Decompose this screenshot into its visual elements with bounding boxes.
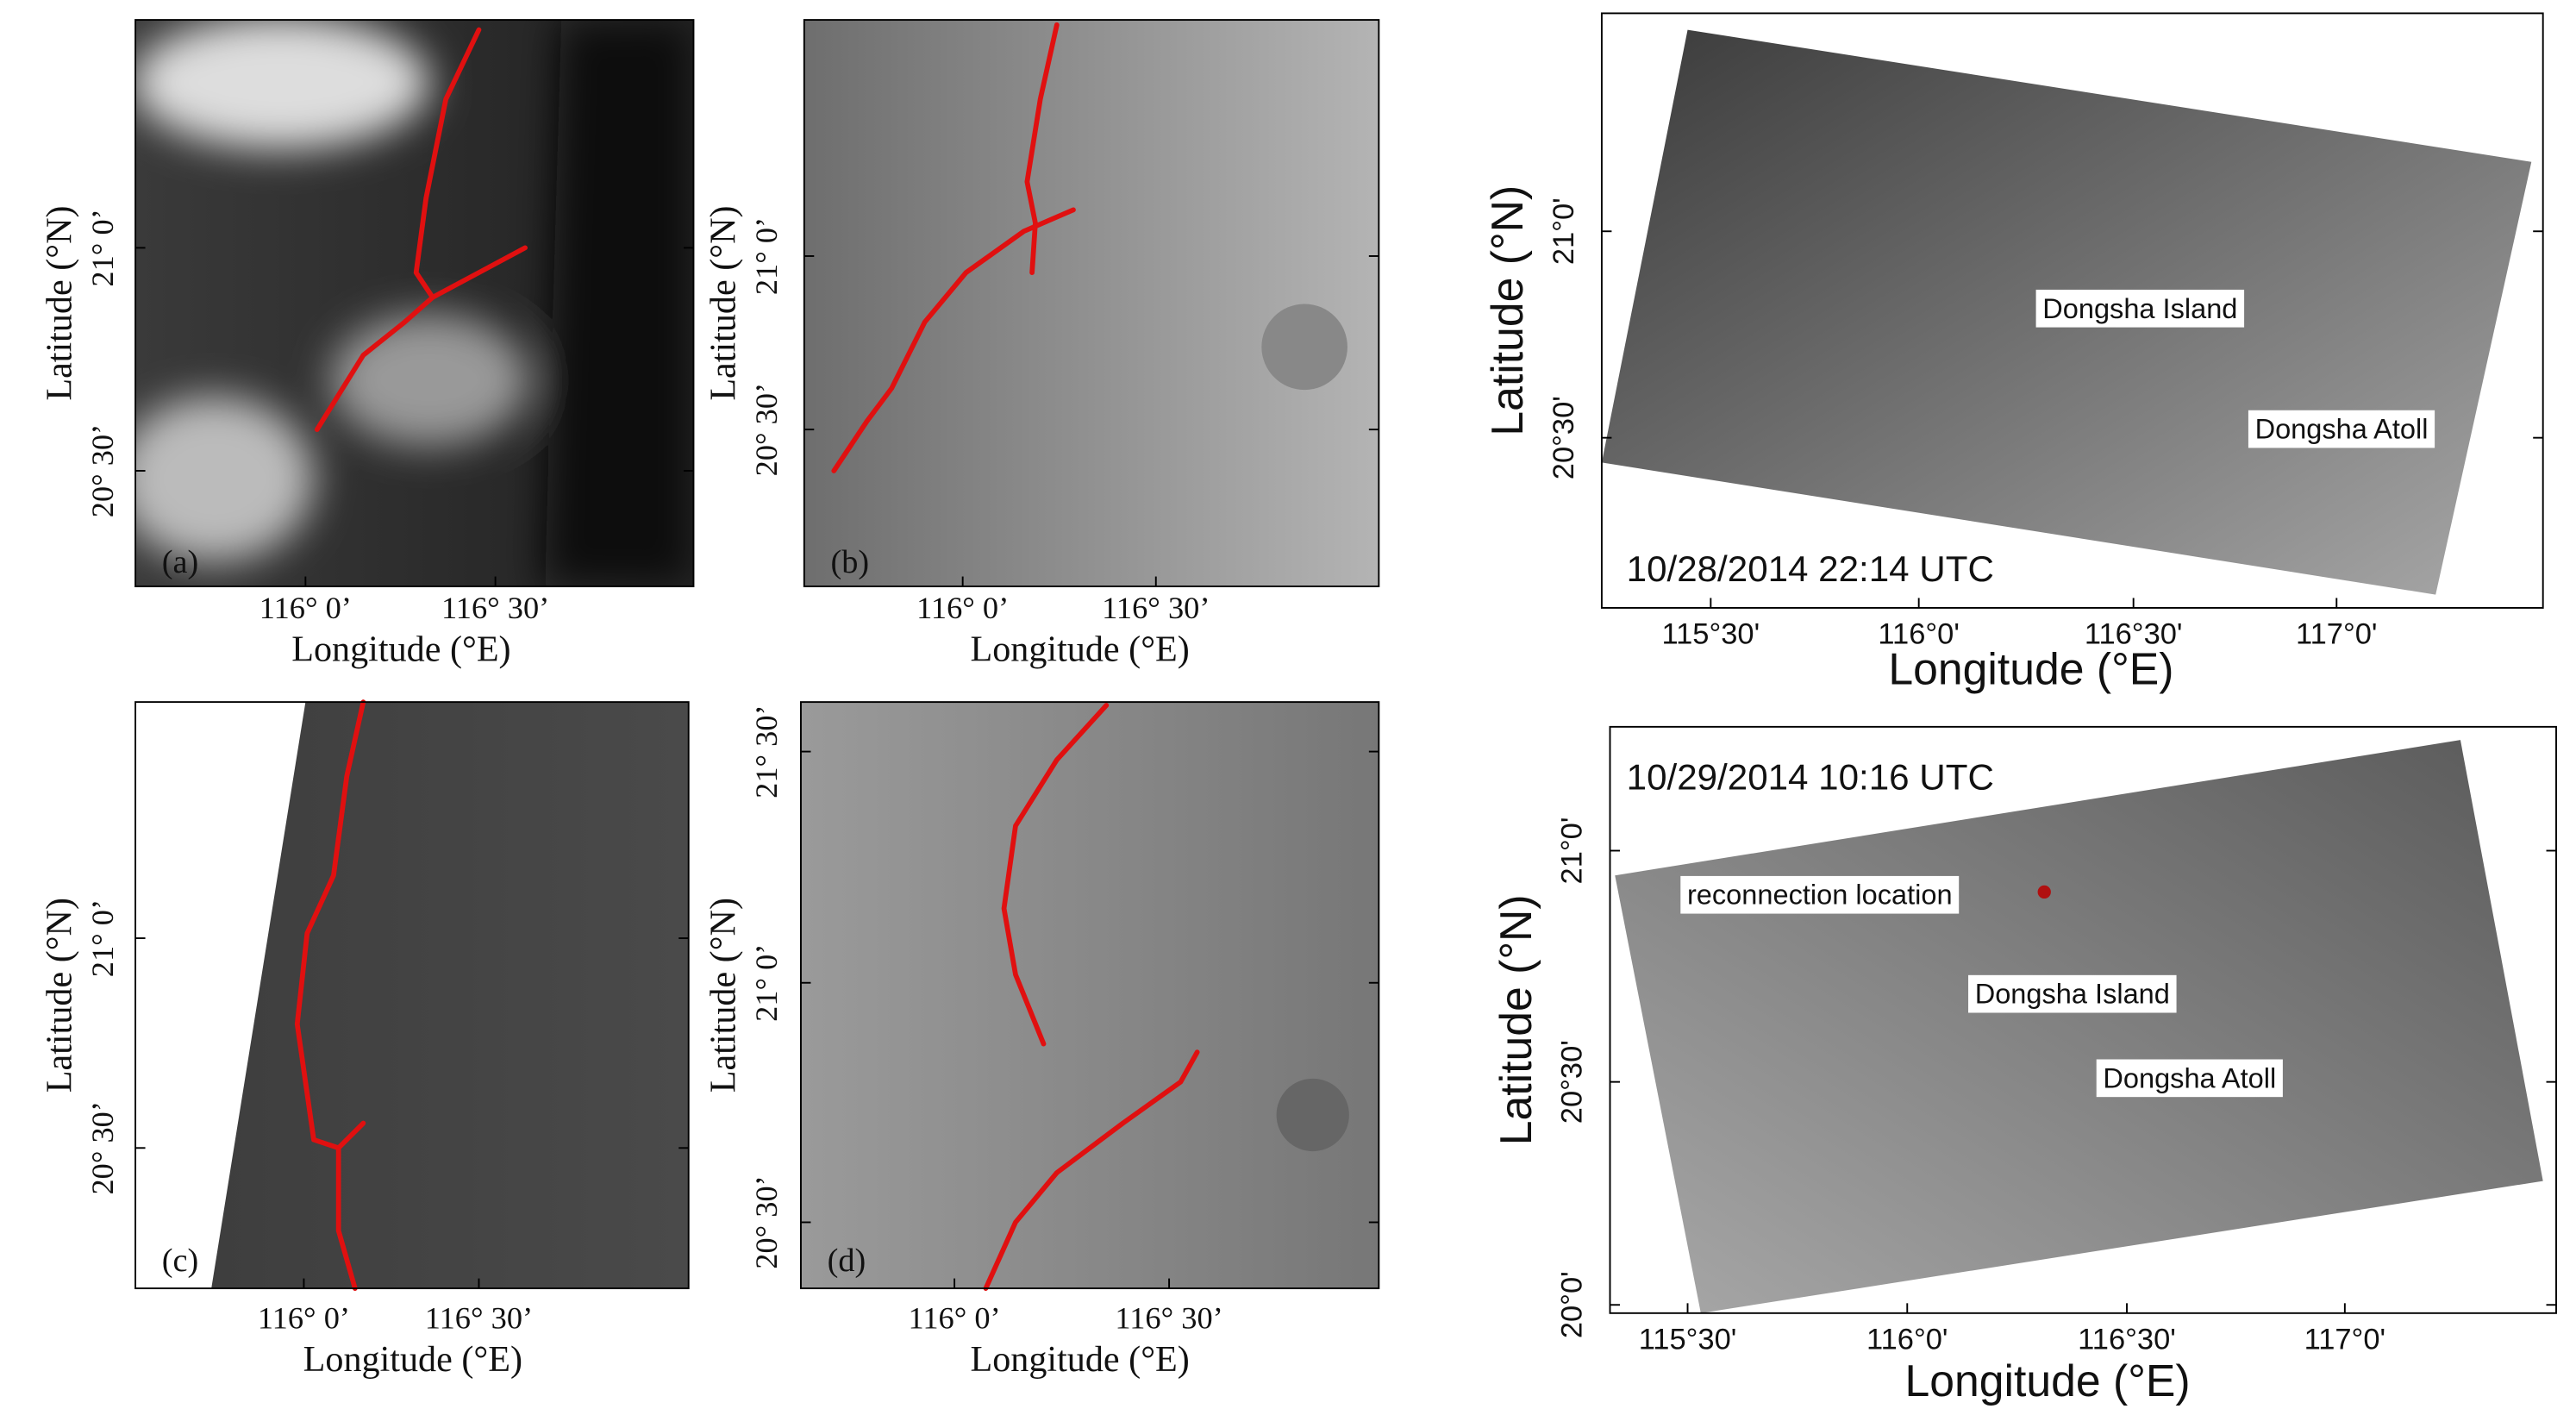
y-tick-label: 20° 30’: [85, 1101, 120, 1195]
x-tick-label: 117°0': [2296, 618, 2378, 651]
x-axis-label: Longitude (°E): [1888, 643, 2173, 693]
y-tick-label: 20°0': [1555, 1271, 1588, 1338]
x-tick-label: 116°0': [1866, 1323, 1948, 1356]
y-axis-label: Latitude (°N): [1491, 894, 1541, 1145]
x-tick-label: 116° 30’: [441, 591, 549, 625]
panel-label: (a): [162, 544, 199, 580]
y-axis-label: Latitude (°N): [39, 205, 79, 400]
x-axis-label: Longitude (°E): [291, 629, 510, 669]
y-tick-label: 20°30': [1555, 1040, 1588, 1124]
x-tick-label: 116° 30’: [425, 1301, 533, 1336]
y-axis-label: Latitude (°N): [1482, 185, 1532, 436]
x-tick-label: 116° 0’: [909, 1301, 1001, 1336]
timestamp: 10/28/2014 22:14 UTC: [1627, 548, 1994, 589]
x-axis-label: Longitude (°E): [303, 1339, 522, 1380]
y-tick-label: 20° 30’: [749, 1175, 784, 1269]
y-tick-label: 20°30': [1547, 396, 1580, 479]
x-tick-label: 115°30': [1639, 1323, 1737, 1356]
x-tick-label: 116° 0’: [259, 591, 352, 625]
panel-label: (d): [828, 1243, 866, 1279]
y-tick-label: 20° 30’: [85, 424, 120, 518]
y-tick-label: 21°0': [1555, 817, 1588, 885]
y-tick-label: 21° 30’: [749, 704, 784, 798]
x-tick-label: 116°30': [2078, 1323, 2176, 1356]
x-tick-label: 116° 0’: [916, 591, 1009, 625]
timestamp: 10/29/2014 10:16 UTC: [1627, 756, 1994, 797]
panel-label: (b): [830, 544, 869, 580]
x-axis-label: Longitude (°E): [970, 629, 1189, 669]
page: Latitude (°N)21° 0’20° 30’116° 0’116° 30…: [0, 0, 2576, 1409]
y-axis-label: Latitude (°N): [39, 898, 79, 1093]
x-tick-label: 116° 0’: [258, 1301, 350, 1336]
y-tick-label: 21° 0’: [85, 899, 120, 977]
annotation: Dongsha Island: [1975, 979, 2170, 1010]
y-tick-label: 21° 0’: [85, 209, 120, 286]
x-axis-label: Longitude (°E): [1905, 1356, 2191, 1406]
x-tick-label: 116° 30’: [1115, 1301, 1222, 1336]
panel-label: (c): [162, 1243, 199, 1279]
x-axis-label: Longitude (°E): [970, 1339, 1189, 1380]
y-axis-label: Latitude (°N): [703, 205, 743, 400]
figure: Latitude (°N)21° 0’20° 30’116° 0’116° 30…: [0, 0, 2576, 1409]
x-tick-label: 115°30': [1662, 618, 1760, 651]
y-tick-label: 20° 30’: [749, 383, 784, 477]
x-tick-label: 116° 30’: [1102, 591, 1210, 625]
annotation: Dongsha Island: [2042, 293, 2237, 324]
annotation: reconnection location: [1687, 880, 1953, 911]
x-tick-label: 117°0': [2304, 1323, 2386, 1356]
y-tick-label: 21°0': [1547, 197, 1580, 265]
y-tick-label: 21° 0’: [749, 217, 784, 295]
y-tick-label: 21° 0’: [749, 944, 784, 1022]
annotation: Dongsha Atoll: [2103, 1062, 2276, 1093]
y-axis-label: Latitude (°N): [703, 898, 743, 1093]
annotation: Dongsha Atoll: [2255, 414, 2429, 445]
